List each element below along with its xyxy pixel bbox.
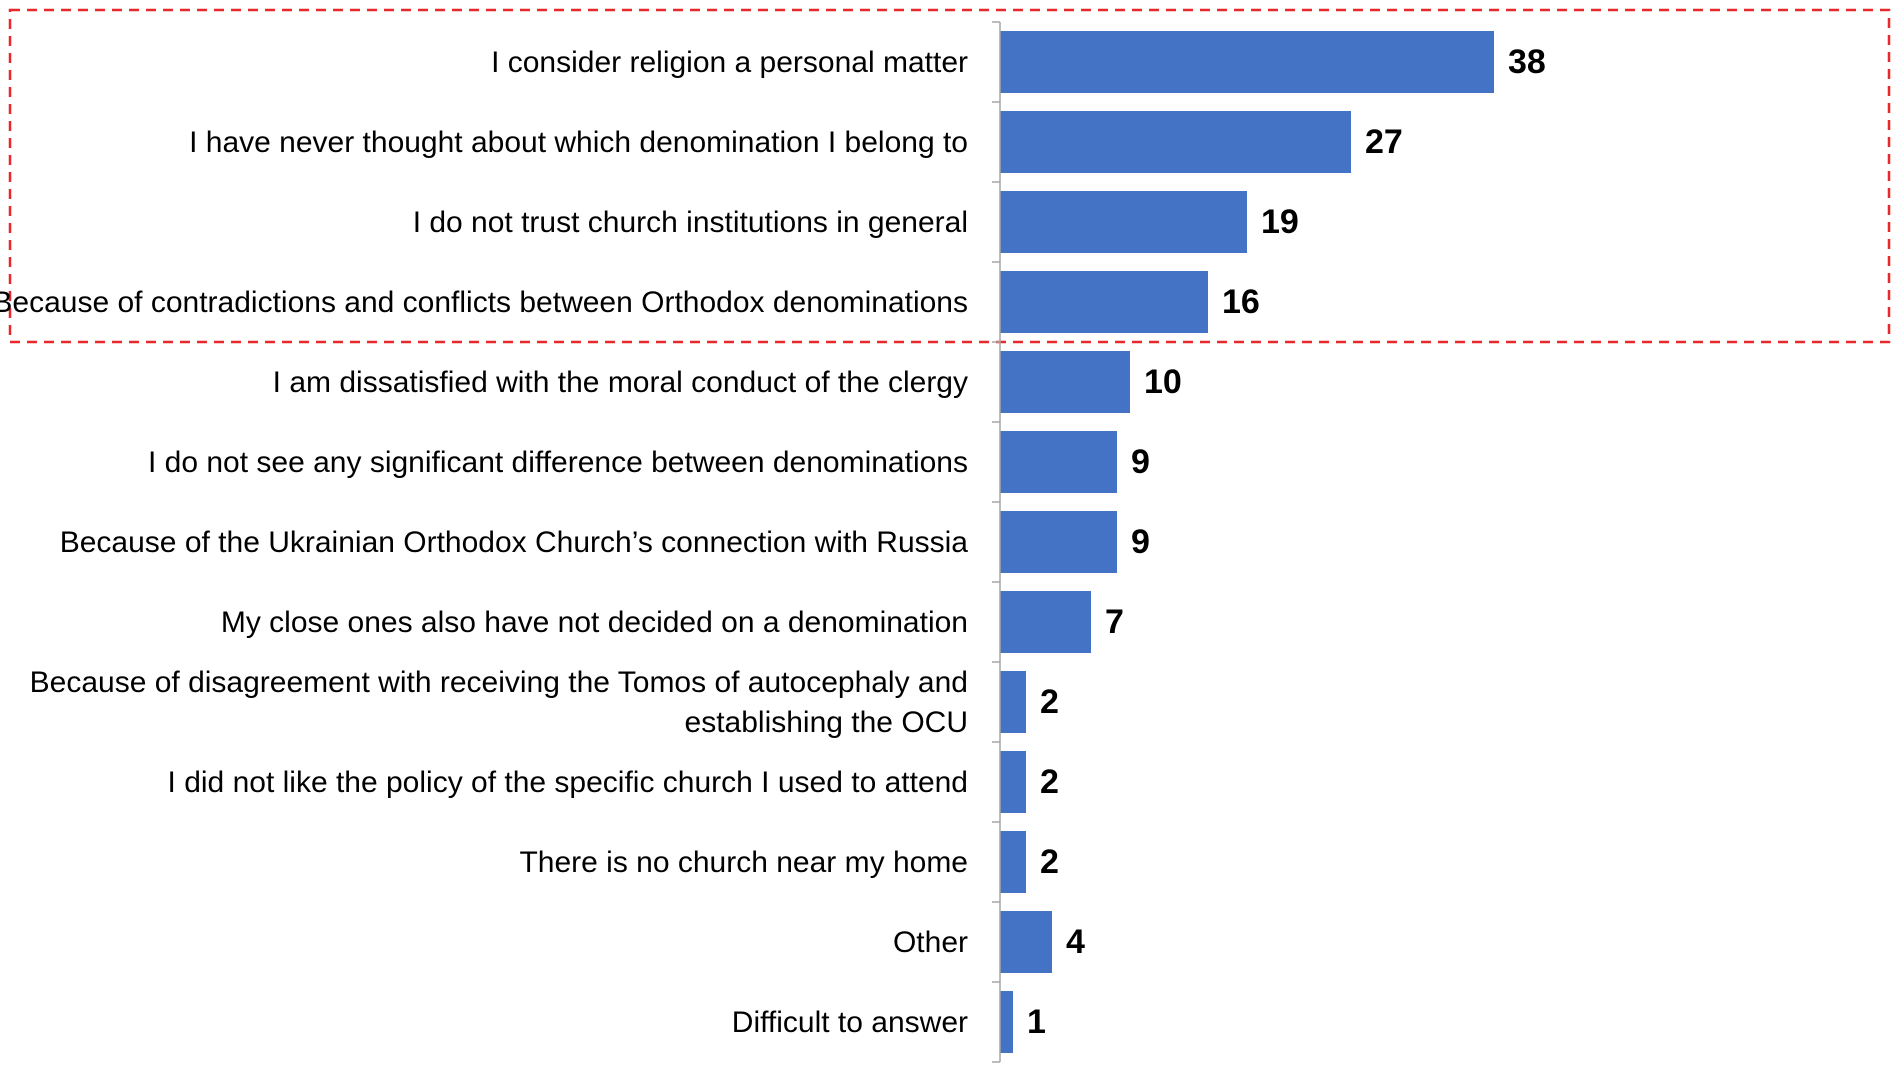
data-label: 2 xyxy=(1040,763,1059,801)
bar xyxy=(1000,31,1494,93)
data-label: 38 xyxy=(1508,43,1546,81)
category-label: There is no church near my home xyxy=(519,846,968,879)
data-label: 19 xyxy=(1261,203,1299,241)
data-label: 9 xyxy=(1131,443,1150,481)
data-label: 1 xyxy=(1027,1003,1046,1041)
data-label: 4 xyxy=(1066,923,1085,961)
bar xyxy=(1000,191,1247,253)
highlight-box xyxy=(8,8,1891,344)
bar xyxy=(1000,991,1013,1053)
data-label: 16 xyxy=(1222,283,1260,321)
bar xyxy=(1000,591,1091,653)
category-axis xyxy=(992,21,1001,1063)
category-label: I did not like the policy of the specifi… xyxy=(168,766,968,799)
data-label: 27 xyxy=(1365,123,1403,161)
category-label: Because of contradictions and conflicts … xyxy=(0,286,968,319)
bar xyxy=(1000,351,1130,413)
data-label: 2 xyxy=(1040,683,1059,721)
bar xyxy=(1000,431,1117,493)
bar xyxy=(1000,671,1026,733)
category-label: Other xyxy=(893,926,968,959)
bar xyxy=(1000,751,1026,813)
category-label: My close ones also have not decided on a… xyxy=(221,606,968,639)
category-labels: I consider religion a personal matter I h… xyxy=(0,46,968,1039)
category-label: Difficult to answer xyxy=(732,1006,968,1039)
data-label: 10 xyxy=(1144,363,1182,401)
data-label: 2 xyxy=(1040,843,1059,881)
data-label: 9 xyxy=(1131,523,1150,561)
bar xyxy=(1000,831,1026,893)
bar xyxy=(1000,111,1351,173)
category-label: I consider religion a personal matter xyxy=(491,46,968,79)
category-label: I have never thought about which denomin… xyxy=(189,126,968,159)
category-label: I do not see any significant difference … xyxy=(148,446,968,479)
bar xyxy=(1000,511,1117,573)
data-label: 7 xyxy=(1105,603,1124,641)
bar xyxy=(1000,271,1208,333)
bars-group xyxy=(1000,31,1494,1053)
value-labels: 38 27 19 16 10 9 9 7 2 2 2 4 1 xyxy=(1027,43,1546,1041)
category-label: Because of the Ukrainian Orthodox Church… xyxy=(60,526,969,559)
bar xyxy=(1000,911,1052,973)
category-label: I am dissatisfied with the moral conduct… xyxy=(273,366,968,399)
category-label: Because of disagreement with receiving t… xyxy=(30,666,968,739)
category-label: I do not trust church institutions in ge… xyxy=(413,206,968,239)
